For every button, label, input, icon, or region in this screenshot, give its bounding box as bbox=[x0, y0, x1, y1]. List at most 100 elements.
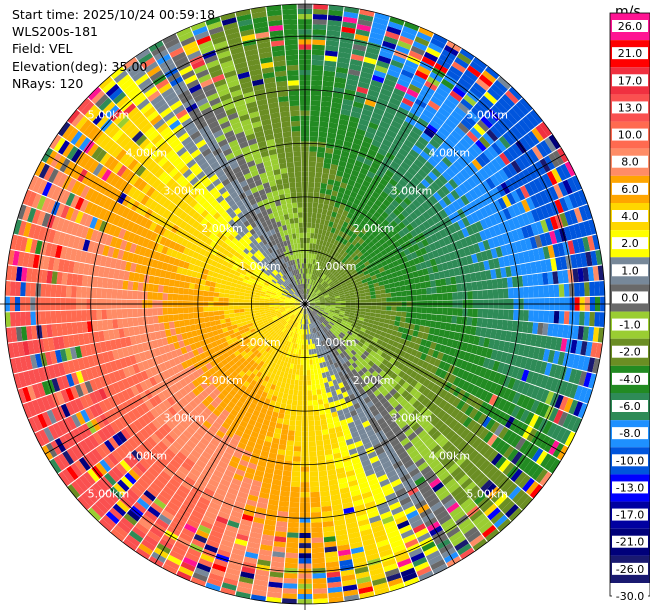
range-gate bbox=[337, 286, 343, 291]
range-gate bbox=[310, 317, 314, 323]
range-gate bbox=[332, 315, 338, 320]
range-gate bbox=[312, 269, 316, 275]
range-gate bbox=[392, 483, 405, 493]
range-gate bbox=[335, 66, 349, 74]
range-gate bbox=[455, 358, 464, 368]
range-gate bbox=[358, 586, 374, 595]
range-gate bbox=[309, 136, 318, 142]
range-gate bbox=[313, 294, 318, 299]
range-gate bbox=[256, 416, 265, 424]
range-gate bbox=[322, 526, 335, 533]
range-gate bbox=[463, 526, 479, 539]
range-gate bbox=[416, 241, 425, 250]
range-gate bbox=[342, 356, 349, 363]
range-gate bbox=[384, 246, 392, 254]
range-gate bbox=[411, 471, 423, 482]
range-gate bbox=[296, 323, 300, 329]
range-gate bbox=[524, 237, 533, 251]
range-gate bbox=[480, 270, 487, 281]
range-gate bbox=[447, 307, 453, 316]
range-gate bbox=[354, 372, 361, 380]
range-gate bbox=[319, 298, 325, 301]
range-gate bbox=[355, 28, 370, 37]
range-gate bbox=[284, 562, 298, 569]
range-gate bbox=[282, 593, 297, 600]
range-gate bbox=[242, 360, 249, 367]
range-gate bbox=[229, 389, 237, 397]
range-gate bbox=[419, 113, 432, 124]
range-gate bbox=[454, 186, 465, 198]
range-gate bbox=[305, 339, 309, 345]
range-gate bbox=[416, 307, 423, 313]
range-gate bbox=[535, 207, 545, 221]
range-gate bbox=[175, 488, 188, 500]
ppi-ray bbox=[309, 234, 600, 304]
range-gate bbox=[342, 145, 351, 153]
range-gate bbox=[438, 198, 448, 209]
range-gate bbox=[313, 316, 318, 321]
range-gate bbox=[373, 211, 381, 219]
range-gate bbox=[283, 361, 288, 368]
range-gate bbox=[340, 31, 355, 39]
range-gate bbox=[322, 257, 327, 263]
range-gate bbox=[273, 469, 283, 476]
range-gate bbox=[302, 314, 304, 320]
range-gate bbox=[404, 393, 414, 402]
range-gate bbox=[445, 152, 457, 164]
range-gate bbox=[437, 451, 449, 463]
range-gate bbox=[311, 389, 317, 396]
range-gate bbox=[235, 381, 243, 389]
range-gate bbox=[393, 383, 402, 392]
range-gate bbox=[391, 271, 398, 278]
range-gate bbox=[380, 271, 387, 277]
range-gate bbox=[324, 546, 338, 553]
range-gate bbox=[284, 316, 290, 321]
range-gate bbox=[317, 312, 322, 317]
range-gate bbox=[261, 445, 271, 453]
range-gate bbox=[427, 100, 441, 111]
range-gate bbox=[450, 189, 460, 200]
range-gate bbox=[351, 494, 363, 502]
range-gate bbox=[193, 505, 207, 516]
range-gate bbox=[294, 322, 298, 328]
range-gate bbox=[332, 338, 338, 345]
range-gate bbox=[444, 253, 452, 262]
range-gate bbox=[335, 534, 349, 542]
range-gate bbox=[470, 174, 481, 186]
range-gate bbox=[388, 474, 400, 483]
ppi-ray bbox=[306, 308, 420, 587]
range-gate bbox=[502, 462, 515, 476]
range-gate bbox=[417, 255, 425, 264]
range-gate bbox=[374, 286, 381, 291]
range-gate bbox=[448, 418, 459, 430]
range-gate bbox=[345, 300, 351, 303]
range-gate bbox=[409, 149, 420, 159]
range-gate bbox=[111, 466, 124, 479]
range-gate bbox=[239, 437, 249, 445]
range-gate bbox=[321, 429, 329, 436]
range-gate bbox=[535, 124, 548, 140]
range-gate bbox=[320, 101, 332, 108]
range-gate bbox=[502, 309, 509, 320]
range-gate bbox=[413, 158, 424, 169]
range-gate bbox=[296, 344, 300, 350]
range-gate bbox=[457, 52, 472, 65]
range-gate bbox=[286, 440, 294, 447]
range-gate bbox=[322, 345, 327, 351]
range-gate bbox=[354, 242, 361, 249]
range-gate bbox=[558, 284, 565, 297]
range-gate bbox=[229, 482, 241, 491]
range-gate bbox=[487, 449, 499, 463]
range-gate bbox=[342, 98, 354, 106]
range-gate bbox=[377, 474, 388, 483]
range-gate bbox=[356, 576, 372, 585]
range-gate bbox=[320, 419, 328, 426]
range-gate bbox=[256, 502, 268, 510]
range-gate bbox=[324, 193, 331, 201]
range-gate bbox=[280, 326, 286, 332]
range-gate bbox=[567, 269, 574, 283]
range-gate bbox=[558, 311, 565, 324]
range-gate bbox=[364, 230, 372, 238]
range-gate bbox=[371, 74, 385, 84]
ppi-ray bbox=[220, 308, 304, 596]
